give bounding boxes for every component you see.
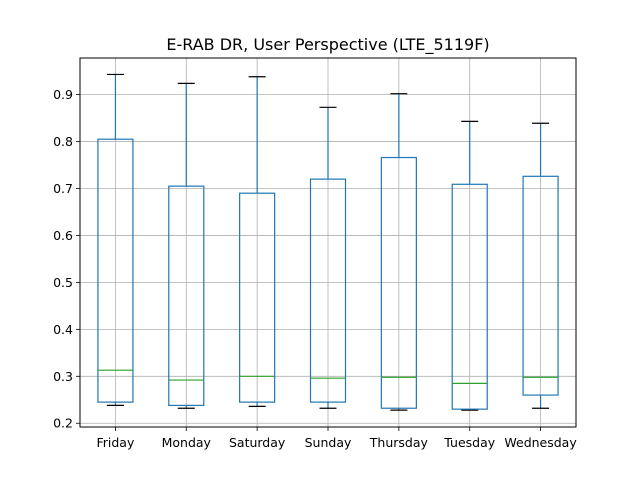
y-tick-label: 0.2: [53, 416, 73, 431]
x-tick-label: Thursday: [369, 435, 429, 450]
box-monday: [168, 82, 205, 409]
y-tick-label: 0.7: [53, 181, 73, 196]
x-tick-label: Monday: [162, 435, 212, 450]
y-tick-label: 0.9: [53, 87, 73, 102]
y-tick-label: 0.5: [53, 275, 73, 290]
box-thursday: [380, 93, 417, 411]
box-tuesday: [451, 120, 488, 411]
chart-title: E-RAB DR, User Perspective (LTE_5119F): [166, 35, 489, 55]
box-wednesday: [522, 122, 559, 409]
iqr-box: [451, 183, 488, 410]
y-axis: 0.2 0.3 0.4 0.5 0.6 0.7 0.8 0.9: [53, 87, 80, 431]
y-tick-label: 0.6: [53, 228, 73, 243]
x-tick-label: Wednesday: [504, 435, 577, 450]
iqr-box: [97, 138, 134, 403]
x-tick-label: Sunday: [305, 435, 352, 450]
box-series: [97, 73, 559, 411]
x-tick-label: Tuesday: [443, 435, 495, 450]
iqr-box: [380, 156, 417, 409]
iqr-box: [309, 178, 347, 403]
iqr-box: [239, 192, 276, 403]
iqr-box: [522, 175, 559, 396]
y-tick-label: 0.8: [53, 134, 73, 149]
x-tick-label: Friday: [96, 435, 134, 450]
iqr-box: [168, 185, 205, 407]
y-tick-label: 0.4: [53, 322, 73, 337]
x-tick-label: Saturday: [229, 435, 286, 450]
x-axis: Friday Monday Saturday Sunday Thursday Tuesda…: [96, 427, 577, 450]
box-friday: [97, 73, 134, 407]
box-saturday: [239, 76, 276, 407]
box-sunday: [309, 106, 347, 409]
y-tick-label: 0.3: [53, 369, 73, 384]
